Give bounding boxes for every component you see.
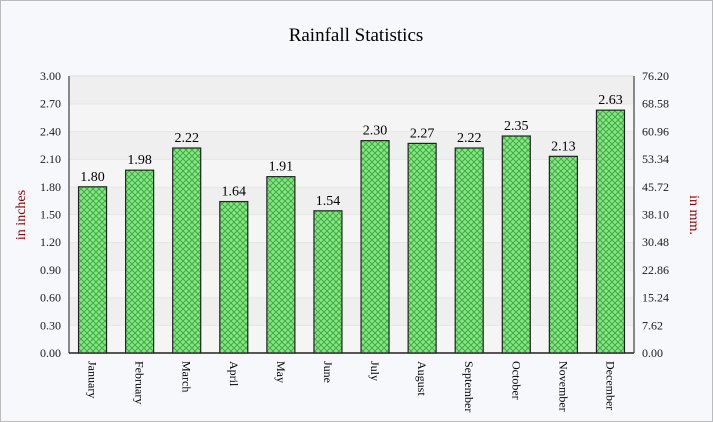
data-label: 2.22 <box>457 131 482 146</box>
bar-june <box>313 210 343 354</box>
bar-january <box>77 186 108 354</box>
grid-band <box>69 242 634 270</box>
bar-november <box>548 155 578 354</box>
data-label: 1.54 <box>316 194 341 209</box>
y-tick-label: 0.30 <box>40 318 61 332</box>
x-tick-label: April <box>227 361 241 387</box>
x-tick-label: June <box>321 361 335 383</box>
data-label: 1.98 <box>127 153 152 168</box>
grid-band <box>69 186 634 215</box>
data-label: 1.64 <box>222 185 247 200</box>
x-tick-label: February <box>133 361 147 404</box>
grid-band <box>69 103 634 132</box>
bar-september <box>454 147 484 354</box>
grid-band <box>69 76 634 104</box>
x-tick-label: July <box>368 361 382 381</box>
y2-tick-label: 60.96 <box>642 124 669 138</box>
data-label: 2.30 <box>363 124 388 139</box>
bar-april <box>219 200 249 354</box>
y2-tick-label: 68.58 <box>642 97 669 111</box>
y-tick-label: 3.00 <box>40 69 61 83</box>
y-axis-label: in inches <box>14 190 29 240</box>
grid-band <box>69 214 634 243</box>
y-tick-label: 1.80 <box>40 180 61 194</box>
bar-july <box>360 140 390 354</box>
y2-tick-label: 0.00 <box>642 346 663 360</box>
y2-tick-label: 38.10 <box>642 208 669 222</box>
data-label: 2.35 <box>504 119 529 134</box>
y-tick-label: 1.20 <box>40 235 61 249</box>
y-tick-label: 2.40 <box>40 124 61 138</box>
y2-tick-label: 45.72 <box>642 180 669 194</box>
bar-october <box>501 135 531 354</box>
x-tick-label: March <box>180 361 194 392</box>
y2-tick-label: 53.34 <box>642 152 669 166</box>
y2-tick-label: 76.20 <box>642 69 669 83</box>
y-tick-label: 0.00 <box>40 346 61 360</box>
x-tick-label: August <box>415 361 429 396</box>
y-tick-label: 0.90 <box>40 263 61 277</box>
y-tick-label: 1.50 <box>40 208 61 222</box>
bar-may <box>266 176 296 354</box>
x-tick-label: May <box>274 361 288 383</box>
data-label: 2.22 <box>174 131 199 146</box>
grid-band <box>69 297 634 326</box>
y2-tick-label: 22.86 <box>642 263 669 277</box>
bar-march <box>172 147 202 354</box>
data-label: 2.13 <box>551 139 576 154</box>
data-label: 1.80 <box>80 170 105 185</box>
y2-tick-label: 30.48 <box>642 235 669 249</box>
y-tick-label: 2.10 <box>40 152 61 166</box>
chart-title: Rainfall Statistics <box>289 25 424 46</box>
bar-february <box>125 169 155 354</box>
y2-tick-label: 15.24 <box>642 291 669 305</box>
y2-axis-label: in mm. <box>686 195 701 235</box>
data-label: 2.63 <box>598 93 623 108</box>
x-tick-label: September <box>462 361 476 412</box>
x-tick-label: October <box>509 361 523 400</box>
y-tick-label: 0.60 <box>40 291 61 305</box>
data-label: 2.27 <box>410 126 435 141</box>
y-tick-label: 2.70 <box>40 97 61 111</box>
bar-august <box>407 142 437 354</box>
grid-band <box>69 269 634 298</box>
data-label: 1.91 <box>269 160 294 175</box>
grid-band <box>69 325 634 353</box>
bar-december <box>595 109 626 354</box>
x-tick-label: November <box>556 361 570 412</box>
x-tick-label: December <box>603 361 617 410</box>
x-tick-label: January <box>86 361 100 398</box>
grid-band <box>69 131 634 160</box>
grid-band <box>69 159 634 187</box>
y2-tick-label: 7.62 <box>642 318 663 332</box>
